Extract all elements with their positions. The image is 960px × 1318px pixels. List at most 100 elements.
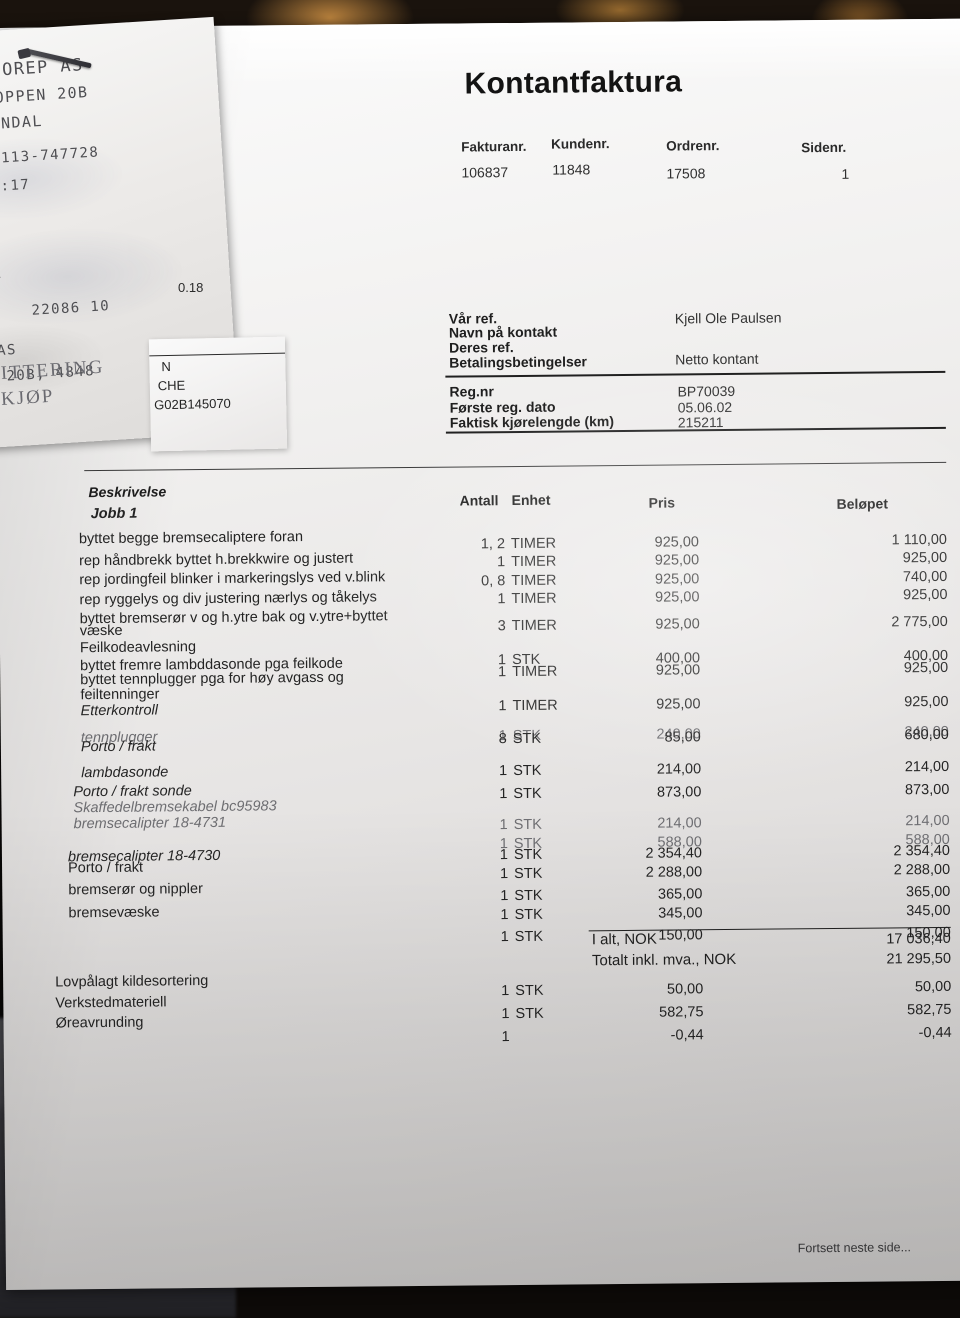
line-item-unit: TIMER <box>512 697 558 715</box>
line-item-price: 925,00 <box>654 571 700 588</box>
extra-line-description: Lovpålagt kildesortering <box>55 972 209 991</box>
line-item-description: væske <box>79 622 123 640</box>
line-item-quantity: 1 <box>499 817 508 834</box>
line-item-unit: TIMER <box>511 553 557 571</box>
extra-line-amount: -0,44 <box>918 1024 952 1042</box>
extra-line-unit: STK <box>515 1005 544 1023</box>
extra-line-price: -0,44 <box>670 1027 704 1044</box>
total-value-i-alt: 17 036,40 <box>886 930 951 948</box>
job-label: Jobb 1 <box>90 505 138 523</box>
column-header-unit: Enhet <box>511 491 551 509</box>
line-item-unit: STK <box>514 865 543 883</box>
line-item-quantity: 1 <box>496 554 506 571</box>
line-item-unit: TIMER <box>511 590 557 608</box>
line-item-quantity: 1 <box>498 664 507 681</box>
line-item-amount: 345,00 <box>906 902 951 920</box>
ref-value-betaling: Netto kontant <box>675 350 759 368</box>
line-item-amount: 365,00 <box>905 883 951 901</box>
extra-line-quantity: 1 <box>501 983 510 1000</box>
page-title: Kontantfaktura <box>464 65 683 101</box>
line-item-price: 345,00 <box>658 905 703 922</box>
divider-above-vehicle <box>445 370 946 378</box>
line-item-description: bremsecalipter 18-4731 <box>73 814 227 833</box>
line-item-description: Porto / frakt <box>80 738 156 756</box>
line-item-quantity: 3 <box>497 618 506 635</box>
extra-line-amount: 582,75 <box>907 1001 952 1019</box>
header-value-ordrenr: 17508 <box>666 165 706 182</box>
header-label-fakturanr: Fakturanr. <box>461 138 527 155</box>
line-item-quantity: 1 <box>499 866 509 883</box>
ref-value-var-ref: Kjell Ole Paulsen <box>674 309 782 327</box>
line-item-unit: STK <box>513 785 542 803</box>
extra-line-price: 582,75 <box>659 1004 704 1021</box>
line-item-description: rep ryggelys og div justering nærlys og … <box>79 589 377 609</box>
line-item-description: byttet begge bremsecaliptere foran <box>78 529 304 548</box>
ref-label-betaling: Betalingsbetingelser <box>449 353 588 371</box>
extra-line-description: Øreavrunding <box>55 1014 144 1032</box>
line-item-quantity: 1 <box>499 847 509 864</box>
line-item-description: Skaffedelbremsekabel bc95983 <box>73 798 277 817</box>
column-header-price: Pris <box>648 494 676 511</box>
line-item-amount: 1 110,00 <box>891 531 948 549</box>
line-item-description: rep jordingfeil blinker i markeringslys … <box>79 569 386 589</box>
line-item-description: rep håndbrekk byttet h.brekkwire og just… <box>79 550 354 570</box>
line-item-description: bremserør og nippler <box>68 881 203 899</box>
receipt-signature-kjop: KJØP <box>0 385 56 410</box>
vehicle-label-regnr: Reg.nr <box>449 383 494 400</box>
line-item-price: 925,00 <box>654 534 700 551</box>
vehicle-value-regdato: 05.06.02 <box>677 398 733 416</box>
line-item-description: byttet bremserør v og h.ytre bak og v.yt… <box>79 608 388 628</box>
line-item-unit: TIMER <box>511 572 557 590</box>
total-value-inkl-mva: 21 295,50 <box>886 950 952 968</box>
line-item-amount: 873,00 <box>904 781 950 799</box>
line-item-amount: 925,00 <box>903 659 949 677</box>
line-item-amount: 925,00 <box>902 549 948 567</box>
vehicle-value-km: 215211 <box>677 414 724 431</box>
card-line-2: CHE <box>157 377 186 394</box>
extra-line-quantity: 1 <box>501 1029 510 1046</box>
header-label-ordrenr: Ordrenr. <box>666 138 720 154</box>
line-item-description: Porto / frakt sonde <box>73 783 192 801</box>
line-item-unit: TIMER <box>510 535 557 553</box>
line-item-unit: STK <box>514 928 544 946</box>
line-item-price: 2 288,00 <box>645 864 703 881</box>
extra-line-unit: STK <box>515 982 544 1000</box>
line-item-price: 925,00 <box>656 696 701 713</box>
header-value-fakturanr: 106837 <box>461 164 509 181</box>
header-label-sidenr: Sidenr. <box>801 139 847 156</box>
vehicle-label-km: Faktisk kjørelengde (km) <box>449 413 615 431</box>
line-item-description: lambdasonde <box>81 764 169 782</box>
extra-line-description: Verkstedmateriell <box>55 994 167 1012</box>
total-label-i-alt: I alt, NOK <box>591 930 657 949</box>
line-item-amount: 740,00 <box>902 568 948 586</box>
line-item-price: 85,00 <box>664 729 701 746</box>
card-corner-value: 0.18 <box>178 280 204 295</box>
line-item-quantity: 1, 2 <box>480 536 506 553</box>
line-item-quantity: 1 <box>499 763 508 780</box>
line-item-price: 925,00 <box>655 616 700 633</box>
line-item-price: 214,00 <box>656 761 702 778</box>
line-item-price: 925,00 <box>655 662 701 679</box>
line-item-unit: STK <box>513 816 542 834</box>
line-item-description: feiltenninger <box>80 686 160 704</box>
line-item-quantity: 1 <box>497 591 506 608</box>
line-item-amount: 214,00 <box>905 812 950 830</box>
line-item-unit: STK <box>514 906 543 924</box>
total-label-inkl-mva: Totalt inkl. mva., NOK <box>591 950 737 970</box>
line-item-amount: 2 354,40 <box>893 842 951 860</box>
extra-line-price: 50,00 <box>666 981 704 998</box>
header-label-kundenr: Kundenr. <box>551 136 610 152</box>
divider-above-table <box>84 461 947 472</box>
footer-note: Fortsett neste side... <box>797 1240 912 1256</box>
line-item-unit: STK <box>513 762 542 780</box>
line-item-description: byttet tennplugger pga for høy avgass og <box>80 669 344 689</box>
ref-label-navn: Navn på kontakt <box>448 323 558 341</box>
line-item-quantity: 1 <box>499 786 508 803</box>
line-item-amount: 925,00 <box>903 586 948 604</box>
line-item-quantity: 1 <box>500 888 509 905</box>
line-item-price: 925,00 <box>655 589 700 606</box>
line-item-description: Porto / frakt <box>67 859 144 877</box>
line-item-amount: 2 775,00 <box>891 613 948 631</box>
card-line-1: N <box>161 358 171 375</box>
line-item-price: 2 354,40 <box>645 845 703 862</box>
